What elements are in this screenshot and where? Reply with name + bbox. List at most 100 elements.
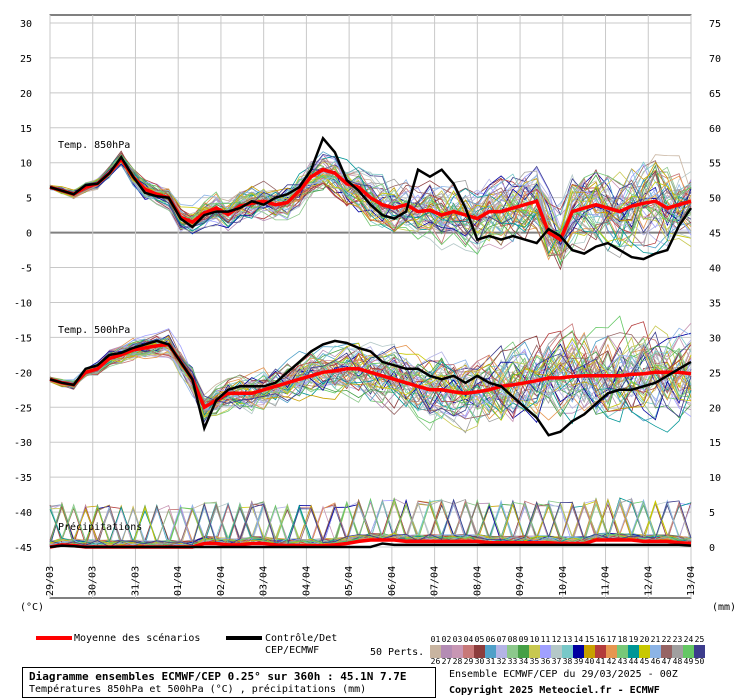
member-number: 47 xyxy=(661,657,672,666)
y-left-tick: 20 xyxy=(20,89,32,100)
y-right-tick: 30 xyxy=(709,333,721,344)
member-number: 50 xyxy=(694,657,705,666)
member-number: 41 xyxy=(595,657,606,666)
member-number: 42 xyxy=(606,657,617,666)
member-number: 22 xyxy=(661,635,672,644)
member-swatch xyxy=(507,645,518,656)
member-swatch xyxy=(617,645,628,656)
member-swatch xyxy=(496,652,507,658)
y-right-unit: (mm) xyxy=(712,602,736,613)
x-tick-label: 12/04 xyxy=(643,566,654,596)
mean-t500-line xyxy=(49,342,692,410)
member-number: 26 xyxy=(430,657,441,666)
member-number: 34 xyxy=(518,657,529,666)
member-number: 39 xyxy=(573,657,584,666)
member-swatch xyxy=(496,645,507,656)
member-swatch xyxy=(518,652,529,658)
member-swatch xyxy=(595,645,606,656)
member-number: 06 xyxy=(485,635,496,644)
ensemble-member-line xyxy=(49,330,692,419)
member-number: 12 xyxy=(551,635,562,644)
legend-member-numbers-1: 01 02 03 04 05 06 07 08 09 10 11 12 13 14 15 16 17 18 19 20… xyxy=(430,635,705,644)
legend-member-swatches-1 xyxy=(430,645,705,656)
ensemble-member-line xyxy=(49,160,692,232)
member-swatch xyxy=(573,645,584,656)
member-number: 29 xyxy=(463,657,474,666)
member-swatch xyxy=(452,645,463,656)
y-right-tick: 25 xyxy=(709,368,721,379)
member-swatch xyxy=(606,645,617,656)
member-swatch xyxy=(661,652,672,658)
ensemble-member-precip xyxy=(49,498,692,548)
y-right-tick: 75 xyxy=(709,19,721,30)
ensemble-member-line xyxy=(49,337,692,417)
member-swatch xyxy=(694,645,705,656)
member-swatch xyxy=(551,645,562,656)
control-t500-line xyxy=(49,339,692,437)
member-number: 48 xyxy=(672,657,683,666)
y-left-tick: 5 xyxy=(26,194,32,205)
member-number: 25 xyxy=(694,635,705,644)
member-swatch xyxy=(474,652,485,658)
y-left-unit: (°C) xyxy=(20,602,44,613)
member-number: 43 xyxy=(617,657,628,666)
ensemble-member-line xyxy=(49,158,692,267)
member-swatch xyxy=(430,652,441,658)
ensemble-member-line xyxy=(49,154,692,248)
member-swatch xyxy=(485,652,496,658)
member-number: 40 xyxy=(584,657,595,666)
member-swatch xyxy=(529,645,540,656)
x-tick-label: 03/04 xyxy=(259,566,270,596)
chart-title: Diagramme ensembles ECMWF/CEP 0.25° sur … xyxy=(29,670,407,683)
x-tick-label: 09/04 xyxy=(515,566,526,596)
y-right-tick: 50 xyxy=(709,194,721,205)
y-left-tick: 10 xyxy=(20,159,32,170)
y-right-tick: 60 xyxy=(709,124,721,135)
member-swatch xyxy=(650,645,661,656)
y-left-tick: -15 xyxy=(14,333,32,344)
y-right-tick: 40 xyxy=(709,264,721,275)
member-swatch xyxy=(518,645,529,656)
member-number: 35 xyxy=(529,657,540,666)
member-swatch xyxy=(430,645,441,656)
member-number: 21 xyxy=(650,635,661,644)
member-swatch xyxy=(683,645,694,656)
member-number: 32 xyxy=(496,657,507,666)
y-left-tick: -35 xyxy=(14,473,32,484)
member-swatch xyxy=(595,652,606,658)
member-number: 31 xyxy=(485,657,496,666)
x-tick-label: 11/04 xyxy=(601,566,612,596)
member-number: 16 xyxy=(595,635,606,644)
member-number: 49 xyxy=(683,657,694,666)
ensemble-member-line xyxy=(49,328,692,417)
member-number: 07 xyxy=(496,635,507,644)
member-number: 14 xyxy=(573,635,584,644)
x-tick-label: 05/04 xyxy=(344,566,355,596)
member-number: 20 xyxy=(639,635,650,644)
member-number: 15 xyxy=(584,635,595,644)
member-swatch xyxy=(694,652,705,658)
member-number: 33 xyxy=(507,657,518,666)
member-swatch xyxy=(573,652,584,658)
member-number: 46 xyxy=(650,657,661,666)
member-swatch xyxy=(441,652,452,658)
member-swatch xyxy=(683,652,694,658)
y-left-tick: 25 xyxy=(20,54,32,65)
member-swatch xyxy=(584,645,595,656)
member-swatch xyxy=(540,645,551,656)
member-number: 19 xyxy=(628,635,639,644)
ensemble-member-line xyxy=(49,338,692,418)
member-swatch xyxy=(485,645,496,656)
member-swatch xyxy=(639,652,650,658)
y-left-tick: -25 xyxy=(14,403,32,414)
member-swatch xyxy=(463,645,474,656)
x-tick-label: 08/04 xyxy=(472,566,483,596)
y-left-tick: -30 xyxy=(14,438,32,449)
x-tick-label: 01/04 xyxy=(173,566,184,596)
member-swatch xyxy=(639,645,650,656)
ensemble-member-line xyxy=(49,346,692,411)
main-series xyxy=(49,135,693,549)
ensemble-member-line xyxy=(49,338,692,421)
x-tick-label: 06/04 xyxy=(387,566,398,596)
